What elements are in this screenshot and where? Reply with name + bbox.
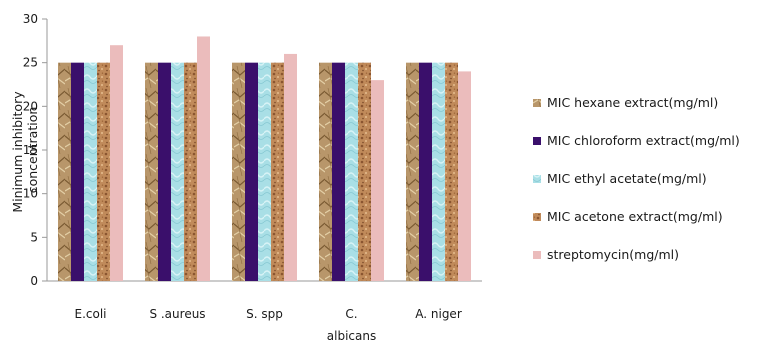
bar bbox=[71, 62, 84, 281]
legend-item: MIC chloroform extract(mg/ml) bbox=[533, 133, 740, 148]
bar bbox=[197, 36, 210, 281]
bar bbox=[84, 62, 97, 281]
bar bbox=[345, 62, 358, 281]
bar bbox=[171, 62, 184, 281]
y-tick-label: 10 bbox=[23, 187, 38, 201]
y-tick-label: 0 bbox=[30, 274, 38, 288]
bar bbox=[432, 62, 445, 281]
y-axis-title-line-2: concentration bbox=[25, 107, 40, 194]
bar bbox=[232, 62, 245, 281]
legend: MIC hexane extract(mg/ml) MIC chloroform … bbox=[533, 95, 740, 262]
x-category-label: C. albicans bbox=[327, 307, 376, 343]
bar bbox=[445, 62, 458, 281]
bar bbox=[97, 62, 110, 281]
x-category-label: E.coli bbox=[74, 307, 106, 321]
legend-swatch bbox=[533, 99, 541, 107]
bar bbox=[245, 62, 258, 281]
bar bbox=[419, 62, 432, 281]
bar bbox=[158, 62, 171, 281]
legend-label: MIC ethyl acetate(mg/ml) bbox=[547, 171, 707, 186]
legend-swatch bbox=[533, 213, 541, 221]
legend-swatch bbox=[533, 251, 541, 259]
y-tick-label: 15 bbox=[23, 143, 38, 157]
bar bbox=[258, 62, 271, 281]
bar bbox=[332, 62, 345, 281]
bar bbox=[110, 45, 123, 282]
legend-label: MIC chloroform extract(mg/ml) bbox=[547, 133, 740, 148]
legend-label: streptomycin(mg/ml) bbox=[547, 247, 679, 262]
legend-label: MIC acetone extract(mg/ml) bbox=[547, 209, 723, 224]
y-tick-label: 30 bbox=[23, 12, 38, 26]
y-tick-label: 5 bbox=[30, 230, 38, 244]
bar bbox=[271, 62, 284, 281]
bar bbox=[184, 62, 197, 281]
bar bbox=[371, 80, 384, 281]
y-tick-label: 25 bbox=[23, 56, 38, 70]
legend-item: MIC ethyl acetate(mg/ml) bbox=[533, 171, 707, 186]
bar bbox=[58, 62, 71, 281]
bar bbox=[358, 62, 371, 281]
bar bbox=[284, 53, 297, 281]
x-category-label: S .aureus bbox=[149, 307, 205, 321]
legend-label: MIC hexane extract(mg/ml) bbox=[547, 95, 718, 110]
legend-item: streptomycin(mg/ml) bbox=[533, 247, 679, 262]
y-tick-label: 20 bbox=[23, 99, 38, 113]
x-category-label: A. niger bbox=[415, 307, 462, 321]
bar bbox=[319, 62, 332, 281]
legend-item: MIC hexane extract(mg/ml) bbox=[533, 95, 718, 110]
x-category-label: S. spp bbox=[246, 307, 283, 321]
bar bbox=[458, 71, 471, 282]
bar bbox=[145, 62, 158, 281]
bar bbox=[406, 62, 419, 281]
y-axis-title: Minimum inhibitory concentration bbox=[10, 87, 40, 212]
legend-swatch bbox=[533, 175, 541, 183]
legend-swatch bbox=[533, 137, 541, 145]
legend-item: MIC acetone extract(mg/ml) bbox=[533, 209, 723, 224]
y-axis-title-line-1: Minimum inhibitory bbox=[10, 91, 25, 213]
